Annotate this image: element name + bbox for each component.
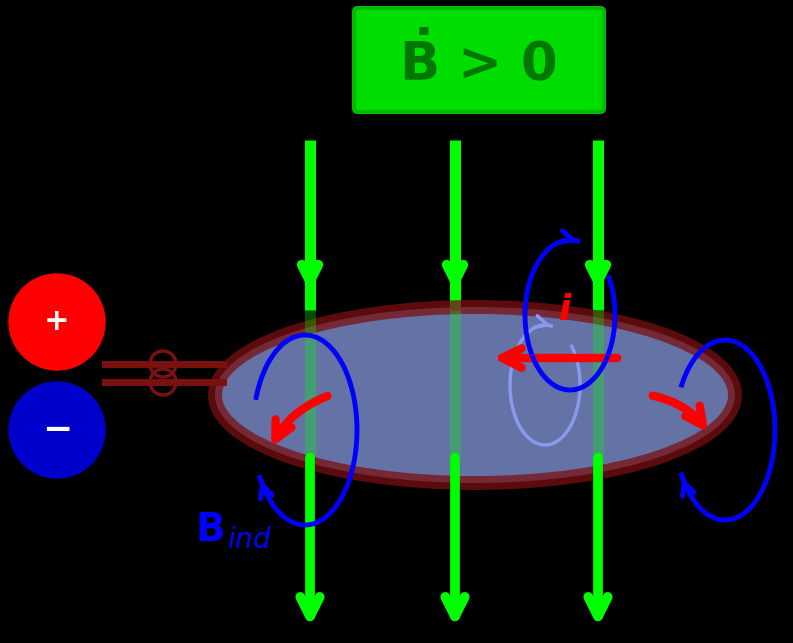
Text: $\mathdefault{\dot{B}}$ > 0: $\mathdefault{\dot{B}}$ > 0 <box>400 33 557 91</box>
Circle shape <box>9 382 105 478</box>
FancyBboxPatch shape <box>354 8 604 112</box>
Circle shape <box>9 274 105 370</box>
Text: $\mathit{ind}$: $\mathit{ind}$ <box>227 526 272 554</box>
Text: i: i <box>559 293 571 327</box>
Text: $\mathbf{B}$: $\mathbf{B}$ <box>195 511 224 549</box>
Text: −: − <box>42 413 72 447</box>
Text: +: + <box>44 307 70 336</box>
Ellipse shape <box>215 307 735 483</box>
